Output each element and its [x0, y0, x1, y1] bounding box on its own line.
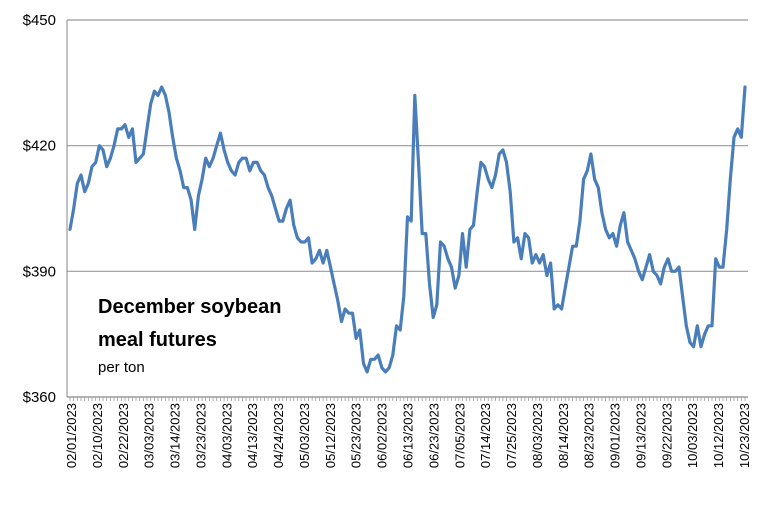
x-tick-labels: 02/01/2023 02/10/2023 02/22/2023 03/03/2023… [64, 403, 752, 468]
y-tick-label: $450 [23, 12, 56, 29]
annotation-subtitle: per ton [98, 359, 145, 376]
x-tick-label: 10/03/2023 [685, 403, 700, 468]
x-tick-label: 04/13/2023 [245, 403, 260, 468]
x-tick-label: 06/02/2023 [375, 403, 390, 468]
x-tick-label: 10/23/2023 [737, 403, 752, 468]
x-tick-label: 07/05/2023 [452, 403, 467, 468]
x-tick-label: 08/03/2023 [530, 403, 545, 468]
x-tick-label: 03/03/2023 [142, 403, 157, 468]
series-line [68, 85, 747, 374]
x-tick-label: 10/12/2023 [711, 403, 726, 468]
x-tick-label: 08/14/2023 [556, 403, 571, 468]
annotation-title-line1: December soybean [98, 296, 281, 318]
y-tick-label: $390 [23, 263, 56, 280]
x-tick-label: 05/12/2023 [323, 403, 338, 468]
x-tick-label: 04/03/2023 [219, 403, 234, 468]
annotation-title-line2: meal futures [98, 329, 217, 351]
x-tick-label: 06/13/2023 [401, 403, 416, 468]
x-tick-label: 09/01/2023 [608, 403, 623, 468]
axes [66, 20, 748, 401]
x-tick-label: 04/24/2023 [271, 403, 286, 468]
y-tick-label: $420 [23, 138, 56, 155]
x-tick-label: 02/10/2023 [90, 403, 105, 468]
x-tick-label: 07/14/2023 [478, 403, 493, 468]
y-tick-labels: $360 $390 $420 $450 [23, 12, 56, 406]
x-tick-label: 07/25/2023 [504, 403, 519, 468]
x-tick-label: 05/03/2023 [297, 403, 312, 468]
x-tick-label: 02/01/2023 [64, 403, 79, 468]
x-tick-label: 05/23/2023 [349, 403, 364, 468]
x-tick-label: 03/14/2023 [168, 403, 183, 468]
x-tick-label: 09/22/2023 [659, 403, 674, 468]
x-tick-label: 06/23/2023 [426, 403, 441, 468]
chart-annotation: December soybean meal futures per ton [98, 296, 281, 376]
x-tick-label: 08/23/2023 [582, 403, 597, 468]
y-tick-label: $360 [23, 389, 56, 406]
x-tick-label: 09/13/2023 [633, 403, 648, 468]
x-tick-label: 03/23/2023 [193, 403, 208, 468]
series-layer [68, 85, 747, 374]
x-tick-label: 02/22/2023 [116, 403, 131, 468]
